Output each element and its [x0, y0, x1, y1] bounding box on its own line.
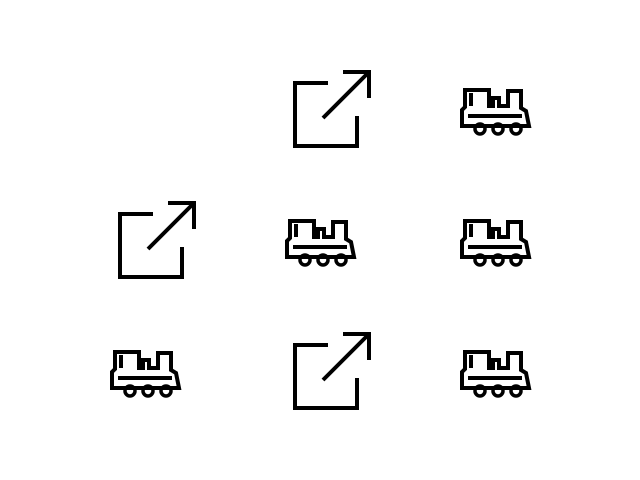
external-link-icon — [285, 324, 375, 414]
train-icon — [460, 193, 550, 283]
train-icon — [110, 324, 200, 414]
external-link-icon — [110, 193, 200, 283]
external-link-icon — [285, 62, 375, 152]
train-icon — [285, 193, 375, 283]
train-icon — [460, 324, 550, 414]
train-icon — [460, 62, 550, 152]
